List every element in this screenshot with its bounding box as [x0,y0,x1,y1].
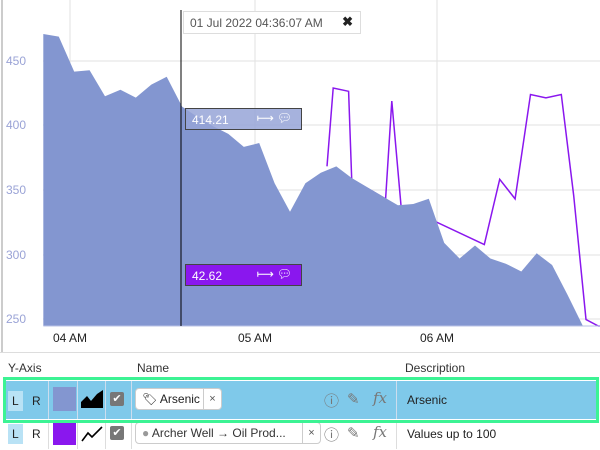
y-tick: 450 [6,54,27,68]
x-tick: 04 AM [52,331,88,345]
right-axis-toggle[interactable]: R [32,427,41,441]
close-cursor-icon[interactable]: ✖ [342,14,353,29]
y-tick: 400 [6,118,27,132]
table-row[interactable]: L R ✔ 🏷︎ Arsenic × ⓘ ✎ fx Arsenic [4,381,598,419]
header-name: Name [137,361,170,375]
visible-checkbox[interactable]: ✔ [110,426,124,440]
color-swatch[interactable] [53,387,76,411]
cursor-value-arsenic: 414.21 ⟼💬︎ [185,108,302,130]
x-tick: 06 AM [419,331,455,345]
series-name: Arsenic [159,392,200,406]
series-description: Values up to 100 [407,427,497,441]
area-chart-icon[interactable] [81,390,103,408]
remove-icon[interactable]: × [302,423,320,443]
oil-production-line [326,87,600,327]
y-tick: 300 [6,248,27,262]
trend-chart[interactable]: 450 400 350 300 250 04 AM 05 AM 06 AM 01… [0,0,600,352]
pencil-icon[interactable]: ✎ [347,391,360,408]
visible-checkbox[interactable]: ✔ [110,392,124,406]
line-chart-icon[interactable] [81,426,103,442]
comment-icon[interactable]: 💬︎ [276,267,295,281]
tag-icon: 🏷︎ [142,392,158,406]
series-name: Archer Well → Oil Prod... [151,426,286,440]
measure-icon[interactable]: ⟼ [256,111,277,125]
right-axis-toggle[interactable]: R [32,394,41,408]
formula-icon[interactable]: fx [373,389,388,407]
color-swatch[interactable] [53,423,76,445]
header-description: Description [405,361,466,375]
series-name-tag[interactable]: 🏷︎ Arsenic × [135,388,222,410]
cursor-value-oil: 42.62 ⟼💬︎ [185,264,302,286]
chart-plot[interactable] [0,0,600,352]
series-table: Y-Axis Name Description L R ✔ 🏷︎ Arsenic… [0,352,600,450]
cursor-time-box: 01 Jul 2022 04:36:07 AM ✖ [183,11,361,34]
comment-icon[interactable]: 💬︎ [276,111,295,125]
measure-icon[interactable]: ⟼ [256,267,277,281]
y-tick: 350 [6,183,27,197]
cursor-value: 414.21 [192,113,229,127]
cursor-value: 42.62 [192,269,223,283]
table-row[interactable]: L R ✔ ● Archer Well → Oil Prod... × ⓘ ✎ … [4,421,598,449]
series-name-tag[interactable]: ● Archer Well → Oil Prod... × [135,422,321,444]
cursor-time: 01 Jul 2022 04:36:07 AM [190,16,323,30]
remove-icon[interactable]: × [203,389,221,409]
left-axis-toggle[interactable]: L [8,424,23,444]
series-description: Arsenic [407,393,448,407]
formula-icon[interactable]: fx [373,423,388,441]
pencil-icon[interactable]: ✎ [347,425,360,442]
dot-icon: ● [142,426,150,440]
header-y-axis: Y-Axis [8,361,42,375]
x-tick: 05 AM [237,331,273,345]
y-tick: 250 [6,312,27,326]
info-icon[interactable]: ⓘ [324,393,340,410]
left-axis-toggle[interactable]: L [8,391,23,411]
arsenic-area [43,34,583,326]
info-icon[interactable]: ⓘ [324,427,340,444]
